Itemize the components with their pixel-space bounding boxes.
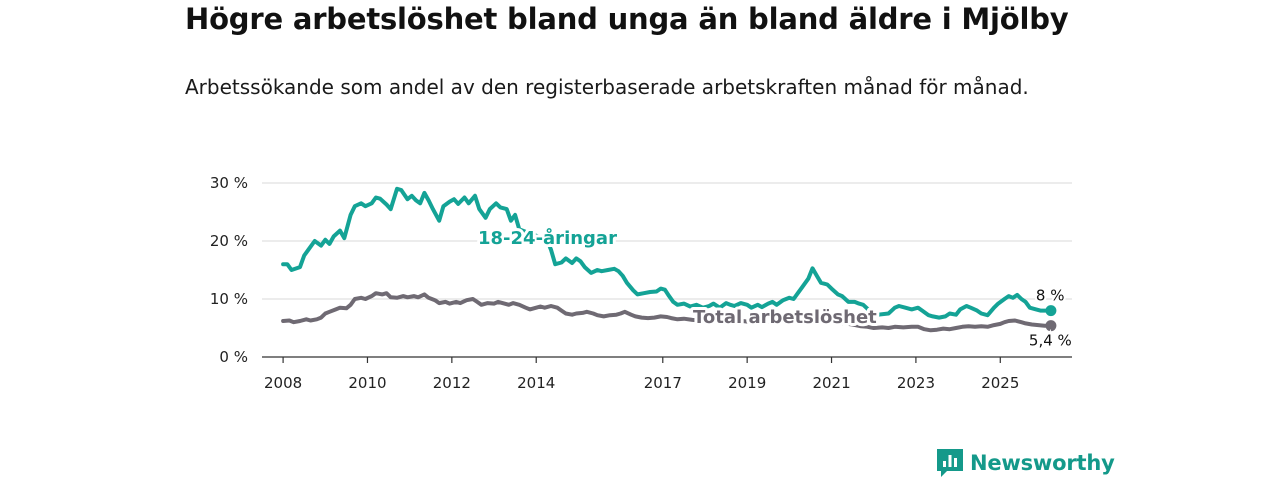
brand-name: Newsworthy xyxy=(970,451,1115,475)
x-tick-label: 2021 xyxy=(812,374,850,392)
series-end-point xyxy=(1045,305,1057,317)
y-tick-label: 30 % xyxy=(210,174,248,192)
series-end-point xyxy=(1045,320,1057,332)
x-tick-label: 2025 xyxy=(981,374,1019,392)
series-line-total xyxy=(281,291,1053,333)
x-tick-label: 2010 xyxy=(348,374,386,392)
axes: 0 % 10 % 20 % 30 % 2008 2010 2012 2014 2017 2019 2… xyxy=(210,174,1072,392)
x-tick-label: 2012 xyxy=(433,374,471,392)
brand-logo: Newsworthy xyxy=(937,449,1115,477)
series-lines xyxy=(281,186,1057,333)
series-label-youth: 18-24-åringar xyxy=(478,227,617,249)
chart-subtitle: Arbetssökande som andel av den registerb… xyxy=(185,75,1029,99)
x-tick-label: 2017 xyxy=(644,374,682,392)
end-value-total: 5,4 % xyxy=(1029,332,1072,350)
x-tick-label: 2014 xyxy=(517,374,555,392)
y-tick-label: 20 % xyxy=(210,232,248,250)
newsworthy-logo-icon xyxy=(937,449,963,477)
series-label-total: Total arbetslöshet xyxy=(693,307,877,328)
x-tick-label: 2008 xyxy=(264,374,302,392)
y-tick-label: 0 % xyxy=(219,348,248,366)
y-tick-label: 10 % xyxy=(210,290,248,308)
x-tick-label: 2023 xyxy=(897,374,935,392)
chart-title: Högre arbetslöshet bland unga än bland ä… xyxy=(185,2,1069,36)
series-line-youth xyxy=(281,186,1053,320)
end-value-youth: 8 % xyxy=(1036,287,1065,305)
x-tick-label: 2019 xyxy=(728,374,766,392)
series-labels: 18-24-åringar Total arbetslöshet 8 % 5,4 % xyxy=(475,224,1074,352)
